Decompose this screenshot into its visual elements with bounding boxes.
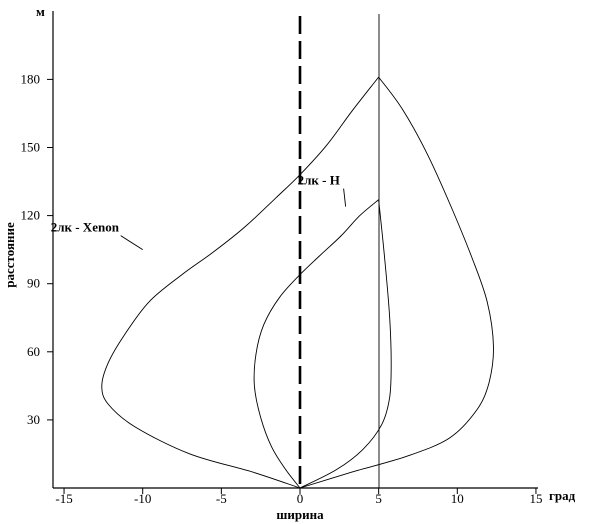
x-tick-label: -10 bbox=[134, 491, 151, 506]
y-tick-label: 150 bbox=[21, 140, 41, 155]
series-label-leader-0 bbox=[120, 235, 143, 251]
series-labels: 2лк - Xenon 2лк - H bbox=[51, 173, 347, 251]
y-axis-title: расстояние bbox=[2, 222, 17, 288]
x-axis-title: ширина bbox=[276, 507, 324, 522]
series-0-right-curve bbox=[299, 76, 494, 489]
series-label-0: 2лк - Xenon bbox=[51, 220, 120, 235]
x-tick-label: 0 bbox=[297, 491, 304, 506]
y-unit-label: м bbox=[36, 4, 45, 19]
series bbox=[101, 76, 494, 489]
series-label-leader-1 bbox=[343, 188, 347, 207]
series-1-right-curve bbox=[299, 199, 392, 489]
y-tick-label: 60 bbox=[27, 344, 40, 359]
series-label-1: 2лк - H bbox=[298, 173, 340, 188]
y-tick-label: 90 bbox=[27, 276, 40, 291]
x-unit-label: град bbox=[549, 488, 576, 503]
series-1-left-curve bbox=[253, 199, 379, 489]
y-tick-label: 120 bbox=[21, 208, 41, 223]
x-tick-label: 10 bbox=[451, 491, 464, 506]
y-tick-label: 180 bbox=[21, 71, 41, 86]
x-tick-label: -5 bbox=[216, 491, 227, 506]
ticks: -15 -10 -5 0 5 10 15 30 60 90 120 150 180 bbox=[21, 71, 543, 506]
series-0-left-curve bbox=[101, 76, 379, 489]
x-tick-label: -15 bbox=[55, 491, 72, 506]
x-tick-label: 5 bbox=[375, 491, 382, 506]
y-tick-label: 30 bbox=[27, 412, 40, 427]
x-tick-label: 15 bbox=[529, 491, 542, 506]
